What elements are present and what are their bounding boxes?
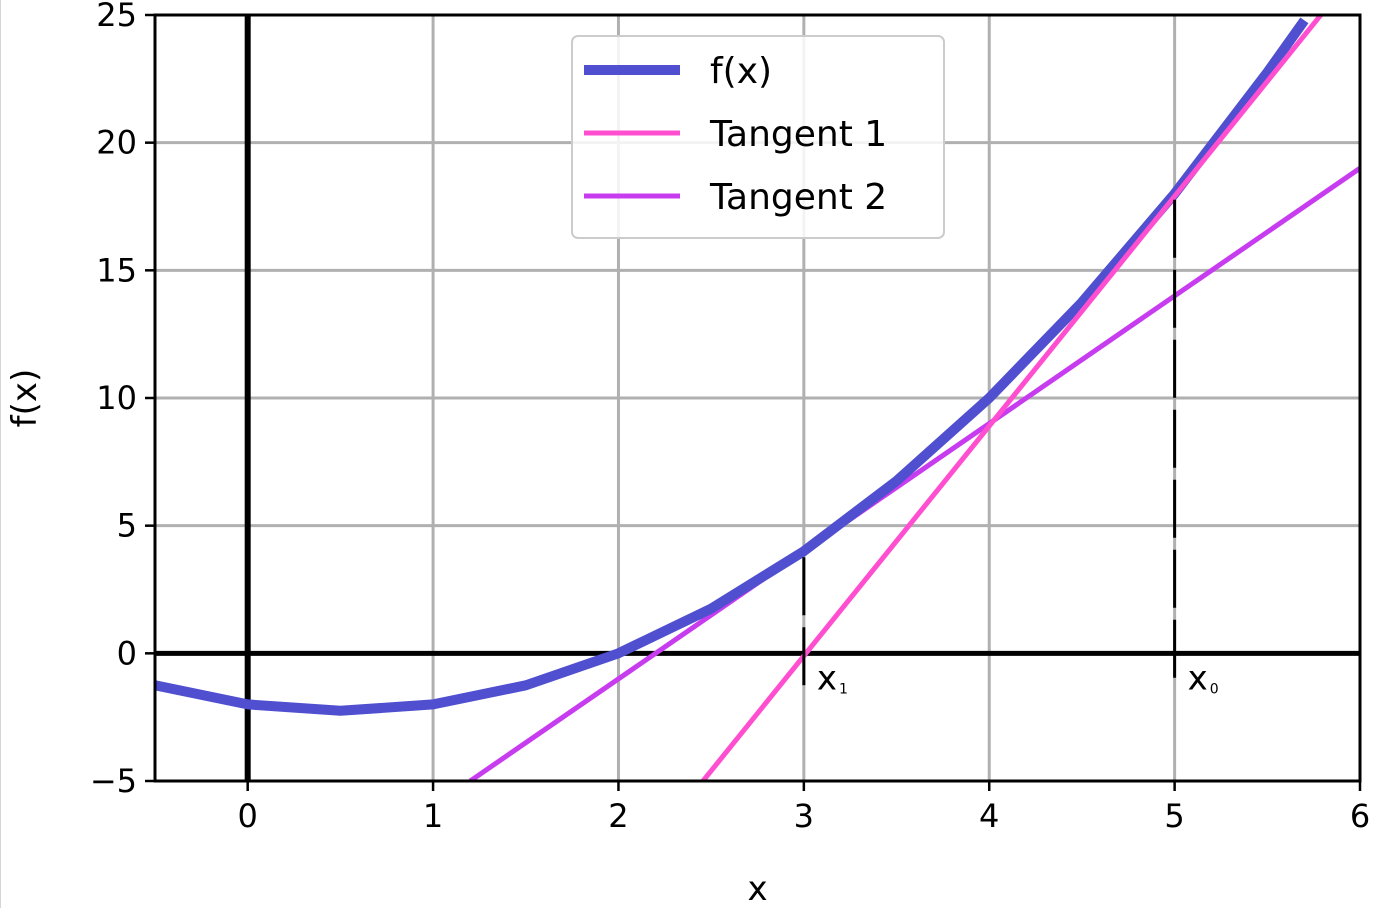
page-left-rule (0, 0, 1, 908)
series-lines (155, 15, 1360, 781)
x-axis-label: x (747, 869, 767, 908)
y-tick-label: −5 (90, 762, 137, 800)
y-tick-labels: −5 0 5 10 15 20 25 (90, 0, 137, 800)
y-tick-label: 25 (96, 0, 137, 34)
zero-axis-lines (155, 15, 1360, 781)
series-line-tangent-2 (468, 166, 1360, 781)
y-tick-label: 15 (96, 251, 137, 289)
annotation-subscript-0: 1 (839, 681, 848, 697)
x-tick-labels: 0 1 2 3 4 5 6 (238, 797, 1371, 835)
y-tick-label: 20 (96, 124, 137, 162)
tick-marks (145, 13, 1362, 791)
y-tick-label: 0 (117, 634, 137, 672)
x-tick-label: 3 (794, 797, 814, 835)
x-tick-label: 6 (1350, 797, 1370, 835)
y-axis-label: f(x) (5, 369, 45, 428)
x-tick-label: 4 (979, 797, 999, 835)
y-tick-label: 5 (117, 507, 137, 545)
x-tick-label: 2 (608, 797, 628, 835)
annotation-markers (802, 199, 1177, 690)
x-tick-label: 5 (1164, 797, 1184, 835)
annotation-subscript-1: 0 (1210, 681, 1219, 697)
legend-box (571, 35, 945, 239)
series-line-tangent-1 (699, 15, 1325, 781)
legend: f(x) Tangent 1 Tangent 2 (571, 35, 945, 239)
x-tick-label: 1 (423, 797, 443, 835)
y-tick-label: 10 (96, 379, 137, 417)
legend-label-tangent-2: Tangent 2 (709, 177, 887, 218)
legend-label-tangent-1: Tangent 1 (709, 114, 887, 155)
x-tick-label: 0 (238, 797, 258, 835)
legend-label-f-x: f(x) (710, 51, 772, 92)
